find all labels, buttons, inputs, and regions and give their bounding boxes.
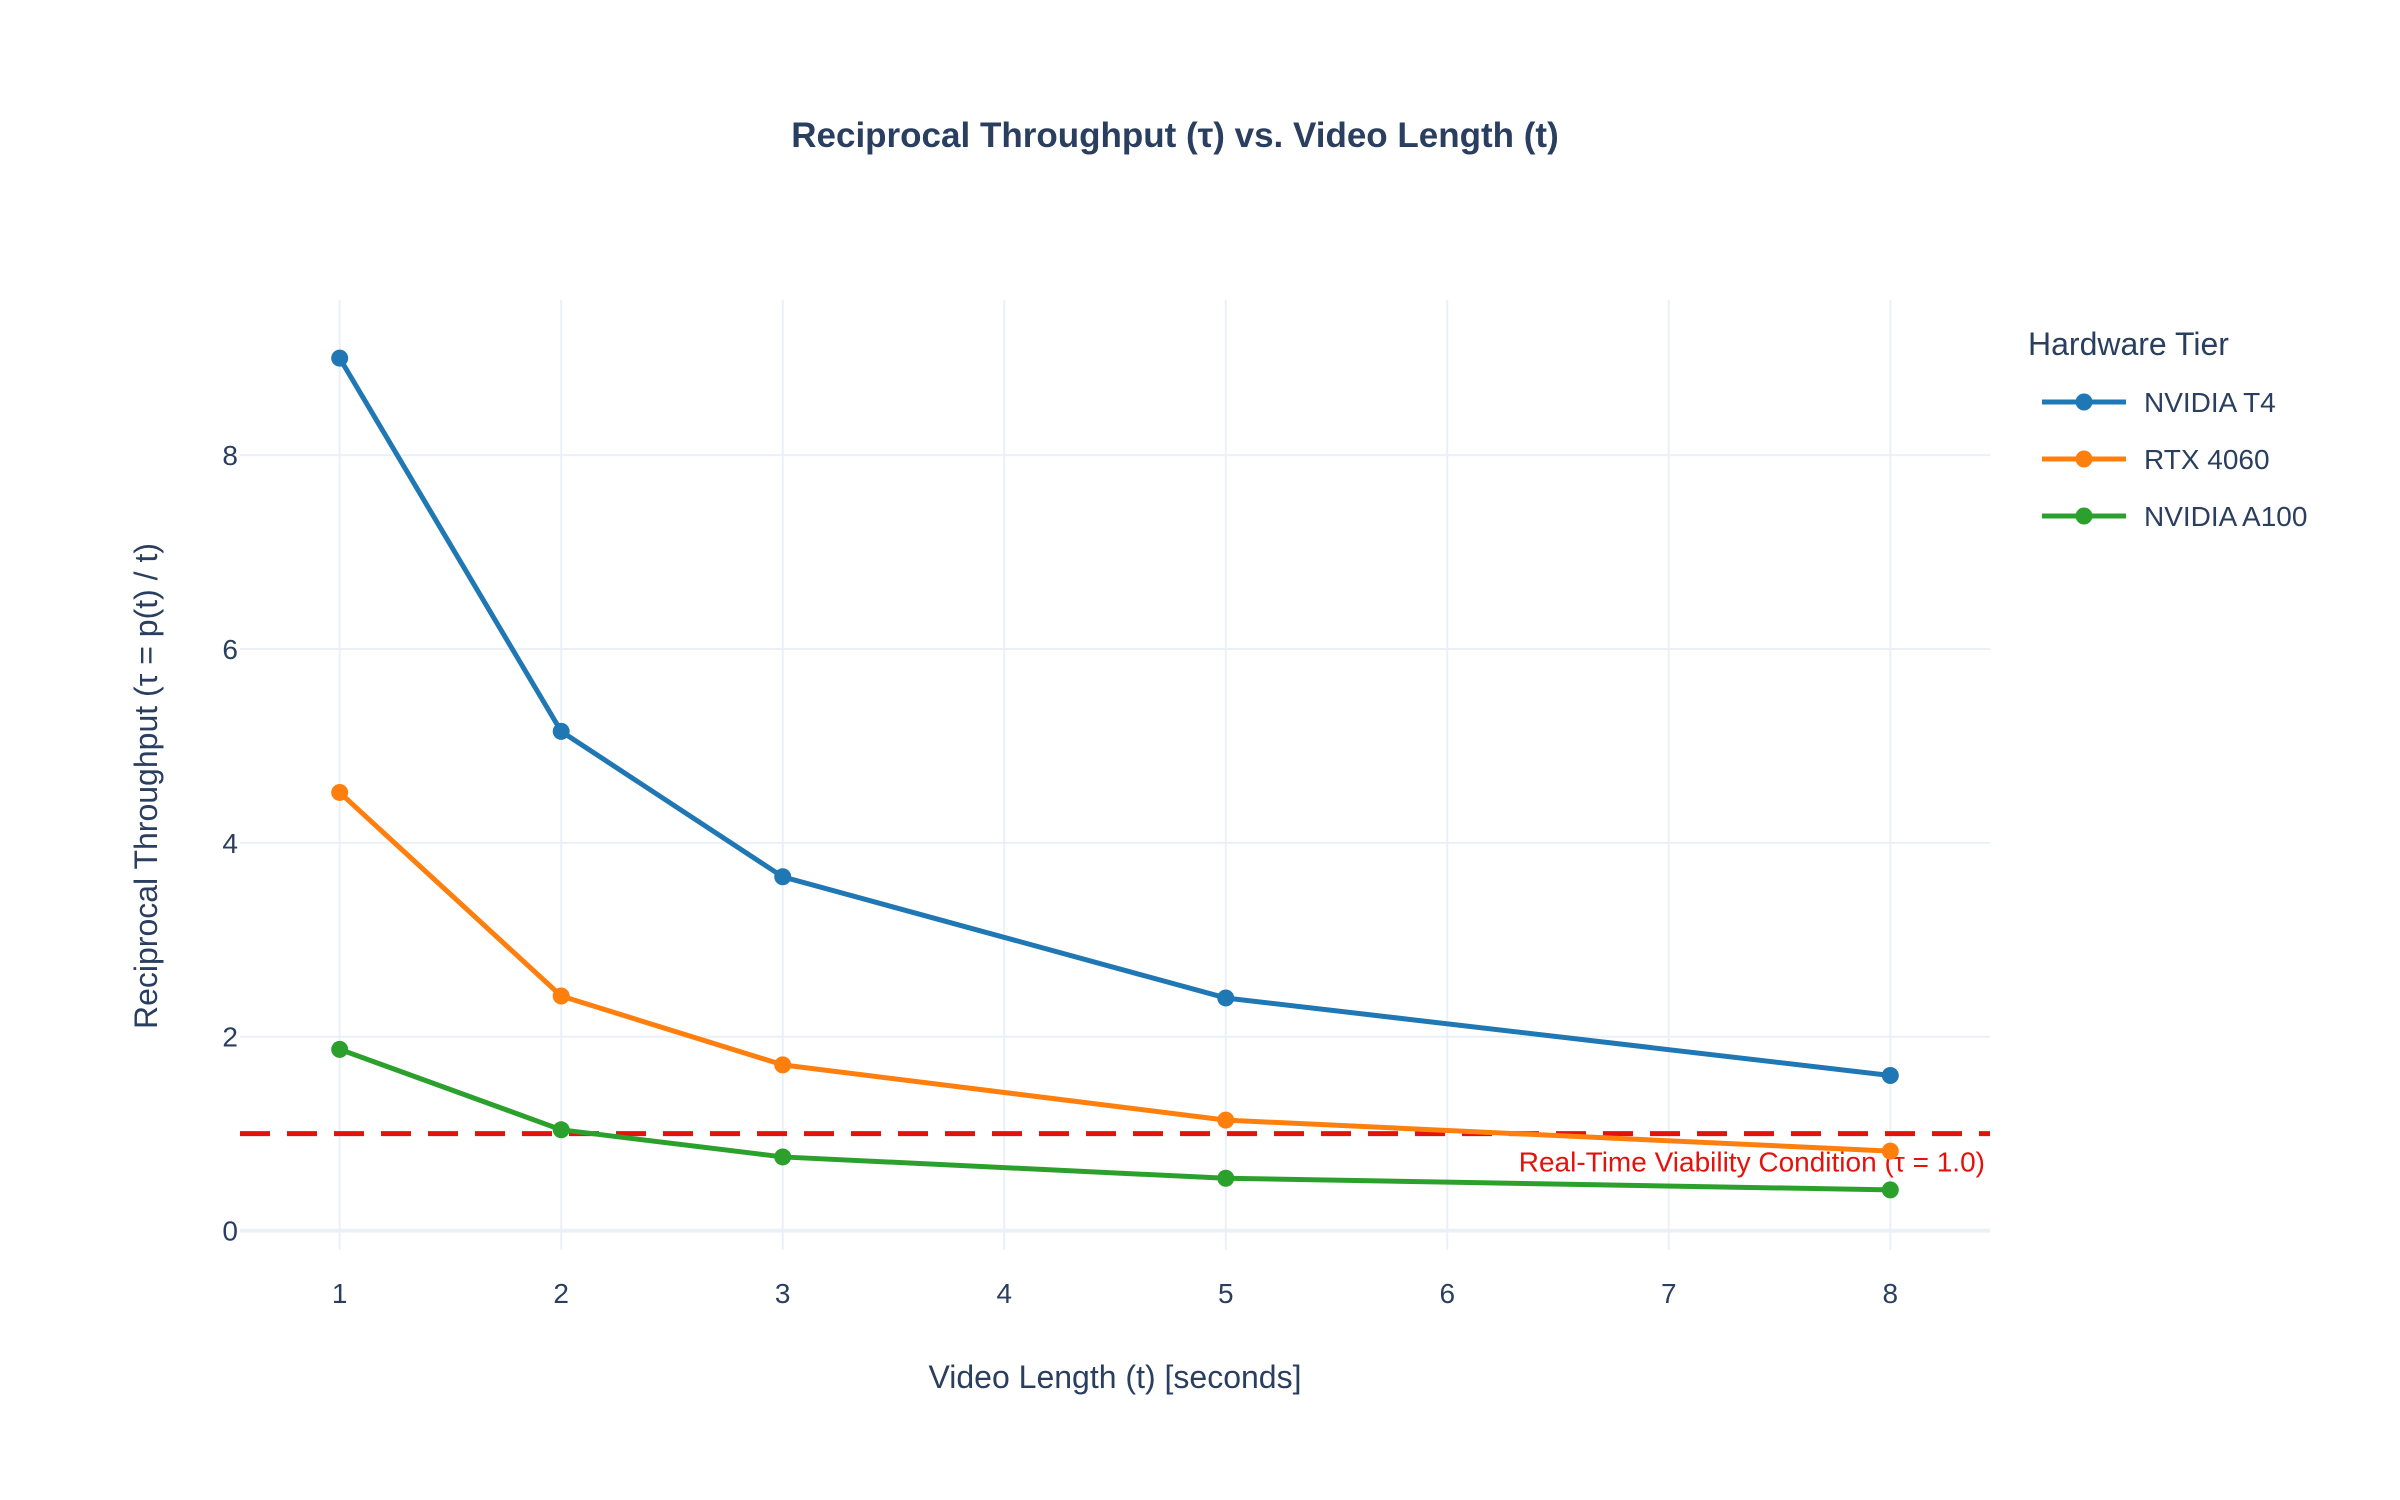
x-tick-label: 1 [332, 1278, 348, 1309]
legend: Hardware Tier NVIDIA T4 RTX 4060 NVIDIA A1… [2028, 326, 2307, 532]
x-tick-label: 7 [1661, 1278, 1677, 1309]
data-point [1217, 989, 1235, 1007]
data-point [331, 349, 349, 367]
tick-labels: 1 2 3 4 5 6 7 8 0 2 4 6 8 [222, 440, 1898, 1309]
y-tick-label: 0 [222, 1216, 238, 1247]
data-point [774, 1148, 792, 1166]
y-tick-label: 6 [222, 634, 238, 665]
data-point [552, 1121, 570, 1139]
legend-label: RTX 4060 [2144, 444, 2270, 475]
x-axis-title: Video Length (t) [seconds] [929, 1359, 1302, 1395]
data-point [774, 1056, 792, 1074]
threshold-annotation: Real-Time Viability Condition (τ = 1.0) [1519, 1147, 1985, 1178]
data-point [1217, 1169, 1235, 1187]
x-tick-label: 2 [553, 1278, 569, 1309]
grid [240, 300, 1990, 1250]
legend-marker [2075, 507, 2093, 525]
x-tick-label: 8 [1883, 1278, 1899, 1309]
series-line-0 [337, 356, 1891, 1078]
legend-marker [2075, 450, 2093, 468]
x-tick-label: 5 [1218, 1278, 1234, 1309]
data-point [331, 1040, 349, 1058]
data-point [552, 722, 570, 740]
data-point [1881, 1142, 1899, 1160]
legend-label: NVIDIA T4 [2144, 387, 2276, 418]
x-tick-label: 3 [775, 1278, 791, 1309]
legend-marker [2075, 393, 2093, 411]
y-tick-label: 8 [222, 440, 238, 471]
y-axis-title: Reciprocal Throughput (τ = p(t) / t) [128, 543, 164, 1029]
threshold-layer: Real-Time Viability Condition (τ = 1.0) [240, 1131, 1990, 1178]
y-tick-label: 4 [222, 828, 238, 859]
x-tick-label: 6 [1439, 1278, 1455, 1309]
x-tick-label: 4 [996, 1278, 1012, 1309]
series-layer [331, 349, 1899, 1199]
data-point [1217, 1111, 1235, 1129]
y-tick-label: 2 [222, 1022, 238, 1053]
legend-label: NVIDIA A100 [2144, 501, 2307, 532]
data-point [552, 987, 570, 1005]
series-line-1 [337, 790, 1891, 1154]
data-point [331, 783, 349, 801]
data-point [1881, 1181, 1899, 1199]
legend-title: Hardware Tier [2028, 326, 2229, 362]
data-point [774, 868, 792, 886]
chart-title: Reciprocal Throughput (τ) vs. Video Leng… [791, 116, 1558, 155]
data-point [1881, 1067, 1899, 1085]
